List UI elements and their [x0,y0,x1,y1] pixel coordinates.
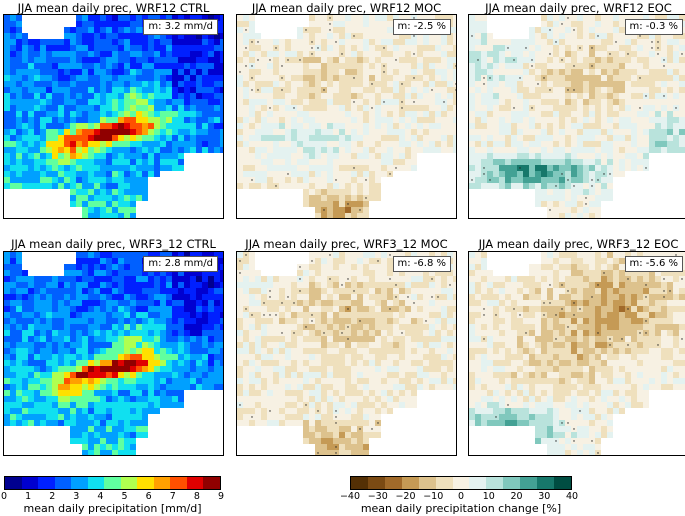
colorbar-absolute-color-segment [21,477,39,489]
colorbar-change-color-segment [384,477,402,489]
colorbar-change-color-segment [351,477,368,489]
colorbar-change-bar [350,476,572,490]
colorbar-change-tick-label: −20 [395,491,416,502]
panel-title: JJA mean daily prec, WRF12 EOC [485,1,672,15]
colorbar-change-tick-label: −40 [339,491,361,502]
precipitation-field [237,15,456,218]
precipitation-map: m: -6.8 % [236,251,457,456]
colorbar-absolute-color-segment [54,477,72,489]
colorbar-absolute-tick-label: 7 [169,491,176,502]
domain-mean-label: m: -6.8 % [392,256,451,272]
colorbar-change-tick-label: 30 [538,491,551,502]
panel-title: JJA mean daily prec, WRF3_12 EOC [478,237,679,251]
colorbar-change-color-segment [452,477,470,489]
colorbar-change-tick-label: 0 [457,491,465,502]
precipitation-field [237,252,456,455]
colorbar-change-color-segment [554,477,571,489]
precipitation-map: m: -5.6 % [468,251,685,456]
colorbar-absolute-color-segment [170,477,187,489]
colorbar-change-color-segment [367,477,385,489]
colorbar-change-color-segment [537,477,555,489]
colorbar-absolute-color-segment [203,477,220,489]
colorbar-absolute-label: mean daily precipitation [mm/d] [23,502,202,515]
colorbar-change-tick-label: 20 [510,491,523,502]
panel-title: JJA mean daily prec, WRF3_12 CTRL [11,237,216,251]
colorbar-change-tick-label: −10 [423,491,444,502]
precipitation-field [4,15,223,218]
colorbar-change-color-segment [486,477,504,489]
colorbar-change-tick-label: −30 [367,491,388,502]
colorbar-change-tick-label: 10 [482,491,495,502]
precipitation-map: m: 3.2 mm/d [3,14,224,219]
colorbar-absolute-tick-label: 9 [217,491,225,502]
colorbar-change-color-segment [435,477,453,489]
colorbar-absolute-color-segment [137,477,154,489]
panel-title: JJA mean daily prec, WRF12 MOC [251,1,442,15]
colorbar-absolute-tick-label: 4 [97,491,104,502]
precipitation-field [469,15,685,218]
domain-mean-label: m: -2.5 % [392,19,451,35]
panel-title: JJA mean daily prec, WRF3_12 MOC [245,237,448,251]
domain-mean-label: m: 3.2 mm/d [143,19,218,35]
colorbar-absolute-tick-label: 1 [25,491,32,502]
precipitation-field [4,252,223,455]
precipitation-map: m: -0.3 % [468,14,685,219]
colorbar-absolute-bar [4,476,221,490]
colorbar-change-tick-label: 40 [565,491,579,502]
colorbar-change-color-segment [520,477,538,489]
domain-mean-label: m: -0.3 % [624,19,683,35]
colorbar-absolute-tick-label: 0 [0,491,8,502]
colorbar-absolute-color-segment [104,477,121,489]
colorbar-change-label: mean daily precipitation change [%] [360,502,562,515]
colorbar-absolute-color-segment [120,477,138,489]
colorbar-absolute-tick-label: 3 [73,491,80,502]
colorbar-absolute-tick-label: 2 [49,491,56,502]
colorbar-absolute-tick-label: 8 [193,491,200,502]
domain-mean-label: m: 2.8 mm/d [143,256,218,272]
colorbar-absolute-tick-label: 5 [121,491,128,502]
domain-mean-label: m: -5.6 % [624,256,683,272]
colorbar-absolute-color-segment [87,477,105,489]
colorbar-change-color-segment [418,477,436,489]
precipitation-map: m: 2.8 mm/d [3,251,224,456]
precipitation-field [469,252,685,455]
precipitation-map: m: -2.5 % [236,14,457,219]
colorbar-change-color-segment [503,477,521,489]
colorbar-absolute-color-segment [186,477,204,489]
colorbar-absolute-color-segment [5,477,22,489]
colorbar-absolute-color-segment [38,477,55,489]
colorbar-absolute-color-segment [71,477,88,489]
colorbar-change-color-segment [469,477,487,489]
colorbar-absolute-tick-label: 6 [145,491,152,502]
colorbar-change-color-segment [401,477,419,489]
colorbar-absolute-color-segment [153,477,171,489]
panel-title: JJA mean daily prec, WRF12 CTRL [17,1,210,15]
